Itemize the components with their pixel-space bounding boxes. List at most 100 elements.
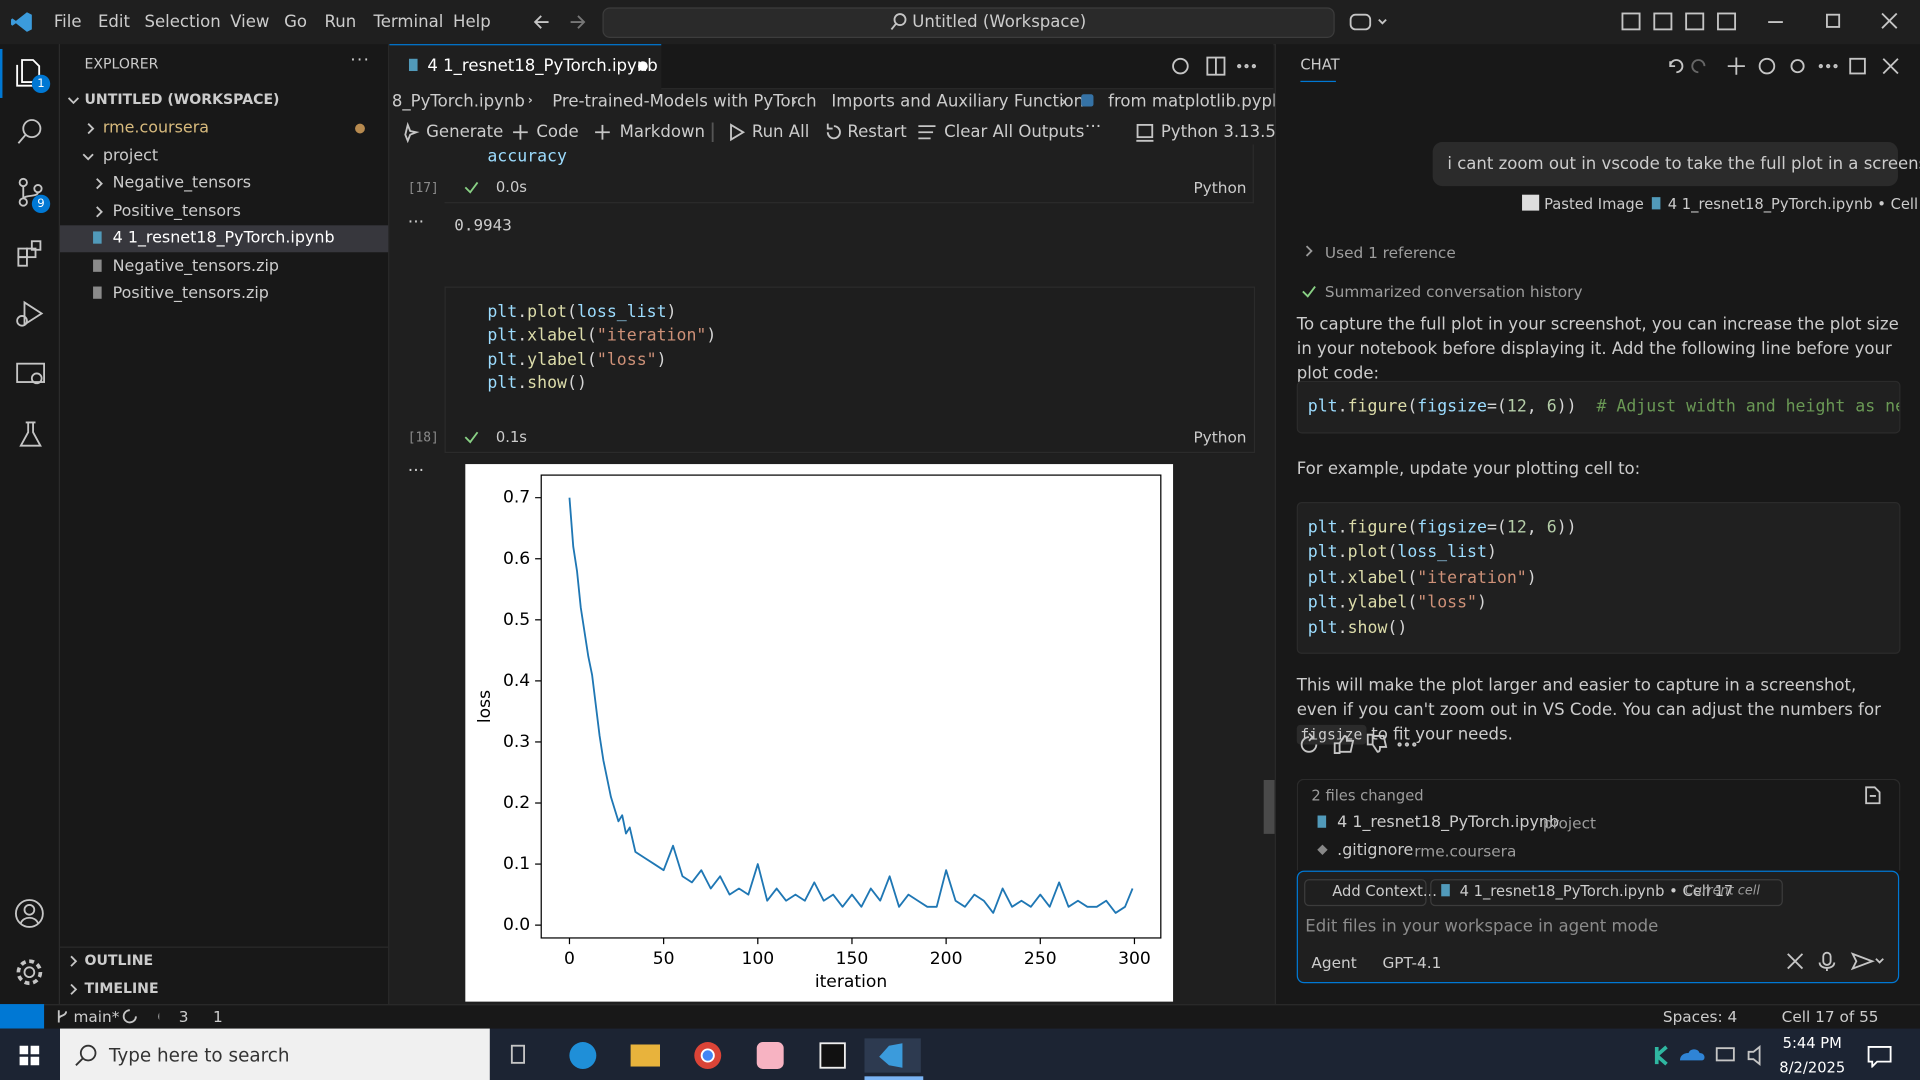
reference-toggle[interactable]: Used 1 reference [1324, 243, 1456, 262]
error-count[interactable]: 3 [178, 1007, 189, 1026]
chat-paragraph: For example, update your plotting cell t… [1296, 459, 1641, 479]
code-block: plt.figure(figsize=(12, 6)) # Adjust wid… [1296, 380, 1901, 434]
chip[interactable] [1430, 879, 1783, 907]
notifications[interactable] [1866, 1043, 1893, 1068]
source-control-icon[interactable] [15, 176, 47, 208]
outline-header[interactable]: OUTLINE [84, 951, 154, 969]
chat-actions[interactable] [1665, 54, 1905, 78]
attachment[interactable]: Pasted Image [1544, 195, 1644, 213]
search-view-icon[interactable] [15, 116, 47, 148]
accounts-icon[interactable] [13, 898, 45, 930]
tree-file[interactable]: Negative_tensors.zip [112, 257, 279, 276]
clock-time[interactable]: 5:44 PM [1782, 1034, 1842, 1052]
kernel[interactable]: Python 3.13.5 [1160, 122, 1276, 142]
menu-item[interactable]: Selection [144, 12, 221, 32]
code-token: plt [487, 373, 518, 394]
taskbar-apps[interactable] [504, 1038, 921, 1073]
editor-actions[interactable] [1169, 55, 1261, 77]
execution-count: [18] [407, 430, 439, 446]
menu-item[interactable]: Terminal [373, 12, 444, 32]
tree-folder[interactable]: Negative_tensors [112, 174, 252, 193]
breadcrumb[interactable]: Pre-trained-Models with PyTorch [552, 91, 817, 112]
branch[interactable]: main* [73, 1007, 120, 1026]
remote-indicator[interactable] [0, 1004, 45, 1029]
context-file[interactable]: 4 1_resnet18_PyTorch.ipynb • Cell 17 [1459, 882, 1734, 900]
code-token: () [566, 373, 587, 394]
breadcrumb[interactable]: from matplotlib.pyplot [1108, 91, 1294, 112]
tree-file[interactable]: 4 1_resnet18_PyTorch.ipynb [112, 229, 335, 248]
code-token: . [1337, 542, 1348, 563]
changed-file[interactable]: .gitignore [1337, 841, 1414, 860]
code-line: plt.ylabel("loss") [487, 350, 666, 370]
copilot-icon[interactable] [1347, 10, 1391, 34]
toolbar-button[interactable]: Restart [847, 122, 907, 142]
warning-count[interactable]: 1 [213, 1007, 223, 1026]
y-tick-label: 0.2 [503, 793, 530, 813]
tab-title[interactable]: 4 1_resnet18_PyTorch.ipynb [427, 56, 658, 76]
tree-folder[interactable]: Positive_tensors [112, 202, 241, 221]
cell[interactable] [444, 286, 1256, 454]
remote-explorer-icon[interactable] [15, 359, 47, 391]
taskbar-search-text[interactable]: Type here to search [108, 1044, 290, 1067]
breadcrumb[interactable]: 8_PyTorch.ipynb [391, 91, 525, 112]
search-icon [75, 1044, 97, 1066]
code-line: plt.show() [487, 373, 587, 393]
command-center[interactable] [602, 7, 1335, 38]
menu-item[interactable]: Go [284, 12, 308, 32]
code-token: "iteration" [1417, 568, 1527, 588]
clock-date[interactable]: 8/2/2025 [1779, 1058, 1846, 1077]
nav-arrows[interactable] [531, 11, 592, 33]
chat-input[interactable] [1296, 870, 1900, 984]
tab[interactable] [389, 44, 662, 91]
window-controls[interactable] [1616, 10, 1898, 34]
cell-language[interactable]: Python [1193, 178, 1247, 197]
changed-file[interactable]: 4 1_resnet18_PyTorch.ipynb [1337, 813, 1560, 832]
cell[interactable] [444, 144, 1254, 204]
toolbar-button[interactable]: Clear All Outputs [944, 122, 1085, 142]
output-more[interactable]: ··· [407, 212, 425, 233]
toolbar-button[interactable]: Run All [751, 122, 810, 142]
chip[interactable] [1304, 879, 1427, 907]
extensions-icon[interactable] [15, 239, 47, 271]
chat-title[interactable]: CHAT [1300, 56, 1340, 74]
menu-item[interactable]: View [230, 12, 270, 32]
cell-position[interactable]: Cell 17 of 55 [1781, 1007, 1879, 1026]
start-button[interactable] [18, 1044, 40, 1066]
breadcrumb[interactable]: Imports and Auxiliary Functions [831, 91, 1093, 112]
menu-item[interactable]: Run [324, 12, 357, 32]
explorer-icon[interactable] [12, 55, 46, 89]
input-placeholder[interactable]: Edit files in your workspace in agent mo… [1305, 917, 1659, 937]
taskbar-search[interactable] [60, 1028, 490, 1080]
output-more[interactable]: ··· [407, 461, 425, 481]
tree-folder[interactable]: rme.coursera [102, 119, 210, 138]
menu-item[interactable]: File [53, 12, 82, 32]
menu-item[interactable]: Help [453, 12, 491, 32]
tree-file[interactable]: Positive_tensors.zip [112, 284, 269, 303]
code-token: ) [1486, 542, 1497, 563]
cell-language[interactable]: Python [1193, 427, 1247, 447]
manage-icon[interactable] [13, 956, 45, 988]
more-actions[interactable]: ··· [1084, 117, 1102, 137]
run-debug-icon[interactable] [15, 298, 47, 330]
add-context[interactable]: Add Context... [1332, 882, 1437, 900]
toolbar-button[interactable]: Markdown [619, 122, 705, 142]
mode-picker[interactable]: Agent [1311, 953, 1357, 972]
code-token: ) [656, 350, 667, 370]
input-actions[interactable] [1784, 950, 1889, 972]
indentation[interactable]: Spaces: 4 [1662, 1007, 1738, 1026]
y-tick-label: 0.6 [503, 549, 530, 569]
tree-folder[interactable]: project [102, 147, 159, 166]
model-picker[interactable]: GPT-4.1 [1382, 953, 1442, 972]
scrollbar-thumb[interactable] [1263, 780, 1275, 834]
attachment[interactable]: 4 1_resnet18_PyTorch.ipynb • Cell 17 [1667, 195, 1920, 213]
keep-icon[interactable] [1862, 785, 1882, 805]
code-token: "loss" [596, 350, 657, 370]
feedback-actions[interactable] [1298, 732, 1420, 756]
testing-icon[interactable] [15, 419, 47, 451]
workspace-header[interactable]: UNTITLED (WORKSPACE) [84, 90, 280, 108]
timeline-header[interactable]: TIMELINE [84, 979, 159, 997]
more-actions[interactable]: ··· [350, 50, 371, 71]
toolbar-button[interactable]: Code [536, 122, 579, 142]
menu-item[interactable]: Edit [97, 12, 130, 32]
toolbar-button[interactable]: Generate [426, 122, 504, 142]
